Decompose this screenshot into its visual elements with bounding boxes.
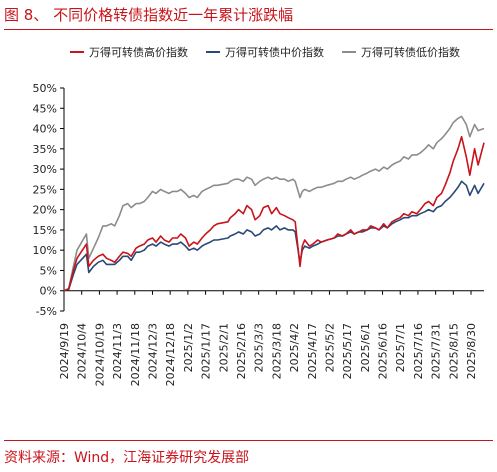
title-rule	[4, 29, 493, 30]
y-tick-label: 35%	[33, 143, 57, 156]
y-tick-label: 10%	[33, 244, 57, 257]
legend-swatch-mid	[206, 51, 220, 53]
x-tick-label: 2025/5/17	[341, 323, 354, 379]
line-chart: -5% 0% 5% 10% 15% 20% 25% 30% 35% 40% 45% 50% 2024/9…	[33, 82, 485, 386]
series-line-low	[63, 115, 485, 292]
y-tick-label: 50%	[33, 82, 57, 95]
x-tick-label: 2025/8/15	[447, 323, 460, 379]
series-line-mid	[63, 180, 485, 292]
y-tick-label: 20%	[33, 204, 57, 217]
x-tick-label: 2025/7/31	[430, 323, 443, 379]
legend-label-mid: 万得可转债中价指数	[225, 46, 324, 59]
x-tick-label: 2025/1/17	[200, 323, 213, 379]
legend-item-high: 万得可转债高价指数	[70, 44, 188, 60]
x-tick-label: 2024/11/18	[129, 323, 142, 386]
x-tick-label: 2025/6/1	[359, 323, 372, 372]
y-tick-label: 30%	[33, 163, 57, 176]
x-tick-label: 2025/7/16	[412, 323, 425, 379]
x-tick-label: 2025/4/2	[288, 323, 301, 372]
x-tick-label: 2025/2/16	[235, 323, 248, 379]
figure-title: 图 8、 不同价格转债指数近一年累计涨跌幅	[4, 6, 294, 24]
x-tick-label: 2024/10/19	[93, 323, 106, 386]
x-tick-label: 2025/4/17	[306, 323, 319, 379]
y-tick-label: 25%	[33, 183, 57, 196]
legend-swatch-high	[70, 51, 84, 53]
legend-swatch-low	[342, 51, 356, 53]
x-tick-label: 2024/11/3	[111, 323, 124, 379]
x-tick-label: 2025/3/18	[270, 323, 283, 379]
source-note: 资料来源：Wind，江海证券研究发展部	[4, 450, 250, 466]
y-tick-label: 15%	[33, 224, 57, 237]
x-tick-label: 2024/10/4	[76, 323, 89, 379]
x-tick-label: 2025/1/2	[182, 323, 195, 372]
y-tick-label: 40%	[33, 123, 57, 136]
x-tick-label: 2025/8/30	[465, 323, 478, 379]
y-tick-label: -5%	[36, 305, 57, 318]
series-line-high	[63, 135, 485, 292]
x-tick-label: 2025/3/3	[253, 323, 266, 372]
x-tick-label: 2025/6/16	[377, 323, 390, 379]
source-rule	[4, 440, 493, 441]
x-tick-label: 2025/5/2	[323, 323, 336, 372]
x-tick-label: 2025/2/1	[217, 323, 230, 372]
y-tick-label: 0%	[40, 285, 57, 298]
legend-label-low: 万得可转债低价指数	[361, 46, 460, 59]
y-tick-label: 5%	[40, 264, 57, 277]
x-tick-label: 2025/7/1	[394, 323, 407, 372]
x-tick-label: 2024/9/19	[58, 323, 71, 379]
y-tick-label: 45%	[33, 102, 57, 115]
chart-legend: 万得可转债高价指数 万得可转债中价指数 万得可转债低价指数	[70, 44, 460, 60]
legend-item-mid: 万得可转债中价指数	[206, 44, 324, 60]
x-tick-label: 2024/12/18	[164, 323, 177, 386]
x-tick-label: 2024/12/3	[146, 323, 159, 379]
legend-label-high: 万得可转债高价指数	[89, 46, 188, 59]
legend-item-low: 万得可转债低价指数	[342, 44, 460, 60]
